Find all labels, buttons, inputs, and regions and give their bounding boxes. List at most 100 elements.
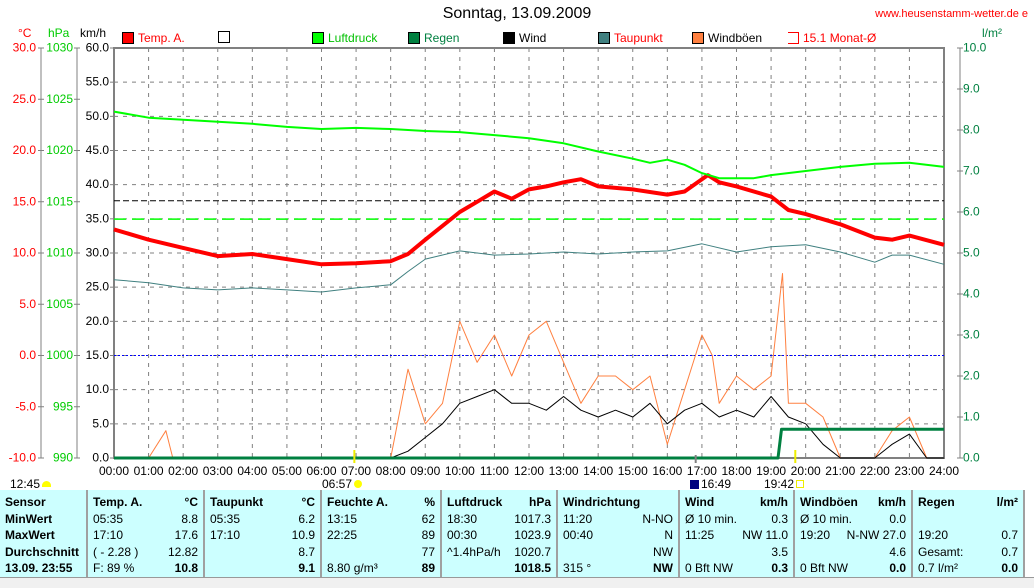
table-row: Ø 10 min. 0.3 bbox=[685, 511, 788, 528]
table-row: 19:20 0.7 bbox=[918, 527, 1018, 544]
x-tick-label: 15:00 bbox=[618, 464, 648, 478]
wind-tick-label: 0.0 bbox=[92, 451, 109, 465]
table-row: 4.6 bbox=[800, 544, 906, 561]
legend-item: Taupunkt bbox=[598, 31, 663, 45]
website-link[interactable]: www.heusenstamm-wetter.de e bbox=[875, 8, 1028, 20]
cell-label: 8.80 g/m³ bbox=[327, 561, 378, 575]
moon-icon bbox=[42, 481, 52, 487]
x-tick-label: 13:00 bbox=[549, 464, 579, 478]
cell-value: 10.9 bbox=[291, 528, 315, 542]
cell-value: 10.8 bbox=[174, 561, 198, 575]
series-wind bbox=[114, 389, 944, 459]
wind-tick-label: 30.0 bbox=[86, 246, 110, 260]
temp-tick-label: 10.0 bbox=[13, 246, 37, 260]
table-row: 0 Bft NW 0.0 bbox=[800, 560, 906, 577]
cell-label: 19:20 bbox=[918, 528, 949, 542]
cell-value: N-NW 27.0 bbox=[846, 528, 906, 542]
series-luftdruck bbox=[113, 110, 945, 180]
sun-icon bbox=[354, 480, 363, 488]
x-tick-label: 16:00 bbox=[652, 464, 682, 478]
pressure-tick-label: 1010 bbox=[46, 246, 73, 260]
rain-tick-label: 2.0 bbox=[963, 369, 980, 383]
cell-label: 11:20 bbox=[563, 511, 593, 526]
column-header: Temp. A. bbox=[93, 495, 143, 509]
x-tick-label: 20:00 bbox=[791, 464, 821, 478]
cell-value: 0.0 bbox=[889, 561, 906, 575]
pressure-tick-label: 1005 bbox=[46, 297, 73, 311]
column-feuchte-a: Feuchte A.% 13:15 62 22:25 89 77 8.80 g/m³ 89 bbox=[322, 490, 442, 577]
legend-label: Luftdruck bbox=[328, 31, 378, 45]
legend-label: Regen bbox=[424, 31, 460, 45]
table-row: 00:40 N bbox=[563, 527, 673, 544]
column-unit: km/h bbox=[759, 495, 788, 509]
legend-item: Windböen bbox=[692, 31, 762, 45]
row-label: MaxWert bbox=[5, 528, 55, 542]
table-row: 19:20 N-NW 27.0 bbox=[800, 527, 906, 544]
temp-tick-label: 15.0 bbox=[13, 194, 37, 208]
wind-unit-label: km/h bbox=[80, 26, 107, 40]
chart-title: Sonntag, 13.09.2009 bbox=[442, 5, 592, 22]
table-row: NW bbox=[563, 544, 673, 561]
x-tick-label: 23:00 bbox=[894, 464, 924, 478]
cell-label: 05:35 bbox=[93, 511, 124, 526]
cell-label: 315 ° bbox=[563, 561, 592, 575]
wind-tick-label: 55.0 bbox=[86, 75, 110, 89]
column-luftdruck: Luftdruck hPa 18:30 1017.3 00:30 1023.9 ^1.4hP… bbox=[442, 490, 558, 577]
table-row: 8.7 bbox=[210, 544, 315, 561]
column-header: Taupunkt bbox=[210, 495, 264, 509]
cell-value: 89 bbox=[421, 561, 435, 575]
legend-swatch bbox=[312, 32, 324, 44]
table-row: 11:20 N-NO bbox=[563, 511, 673, 528]
cell-label: F: 89 % bbox=[93, 561, 135, 575]
column-windrichtung: Windrichtung 11:20 N-NO 00:40 N NW 315 ° NW bbox=[558, 490, 680, 577]
cell-value: 8.8 bbox=[181, 511, 198, 526]
wind-tick-label: 50.0 bbox=[86, 109, 110, 123]
row-label: Durchschnitt bbox=[5, 544, 80, 559]
wind-tick-label: 15.0 bbox=[86, 348, 110, 362]
rain-tick-label: 6.0 bbox=[963, 205, 980, 219]
x-tick-label: 02:00 bbox=[168, 464, 198, 478]
cell-value: 89 bbox=[421, 528, 435, 542]
pressure-tick-label: 1025 bbox=[46, 92, 73, 106]
rain-unit-label: l/m² bbox=[982, 26, 1002, 40]
x-tick-label: 11:00 bbox=[480, 464, 509, 478]
cell-label: 0.7 l/m² bbox=[918, 561, 959, 575]
rain-tick-label: 1.0 bbox=[963, 410, 980, 424]
column-unit: % bbox=[424, 495, 435, 509]
cell-label: Ø 10 min. bbox=[685, 511, 738, 526]
column-taupunkt: Taupunkt °C 05:35 6.2 17:10 10.9 8.7 9.1 bbox=[205, 490, 322, 577]
rain-tick-label: 4.0 bbox=[963, 287, 980, 301]
cell-value: 1017.3 bbox=[514, 511, 551, 526]
pressure-tick-label: 1000 bbox=[46, 348, 73, 362]
sunrise-time: 06:57 bbox=[322, 477, 353, 491]
column-header: Luftdruck bbox=[447, 495, 503, 509]
cell-value: 8.7 bbox=[298, 544, 315, 559]
table-row: 0.7 l/m² 0.0 bbox=[918, 560, 1018, 577]
table-row: 17:10 10.9 bbox=[210, 527, 315, 544]
cell-label: 11:25 bbox=[685, 528, 715, 542]
column-wind: Wind km/h Ø 10 min. 0.3 11:25 NW 11.0 3.5 0 Bft… bbox=[680, 490, 795, 577]
cell-value: 17.6 bbox=[174, 528, 198, 542]
legend-item: Wind bbox=[503, 31, 546, 45]
rain-tick-label: 8.0 bbox=[963, 123, 980, 137]
series-windböen bbox=[114, 273, 944, 459]
cell-label: 17:10 bbox=[93, 528, 124, 542]
legend-swatch bbox=[408, 32, 420, 44]
table-row: 8.80 g/m³ 89 bbox=[327, 560, 435, 577]
legend-swatch bbox=[122, 32, 134, 44]
moonset-time: 16:49 bbox=[701, 477, 732, 491]
cell-label: Ø 10 min. bbox=[800, 511, 853, 526]
wind-tick-label: 25.0 bbox=[86, 280, 110, 294]
legend-item: Temp. A. bbox=[122, 31, 185, 45]
cell-value: 0.3 bbox=[771, 561, 788, 575]
cell-value: N bbox=[664, 528, 673, 542]
cell-value: 1020.7 bbox=[514, 544, 551, 559]
wind-tick-label: 10.0 bbox=[86, 382, 110, 396]
legend-label: Taupunkt bbox=[614, 31, 663, 45]
table-row: Ø 10 min. 0.0 bbox=[800, 511, 906, 528]
rain-tick-label: 10.0 bbox=[963, 41, 987, 55]
wind-tick-label: 40.0 bbox=[86, 177, 110, 191]
cell-value: 62 bbox=[421, 511, 435, 526]
cell-label: Gesamt: bbox=[918, 544, 964, 559]
x-tick-label: 06:00 bbox=[306, 464, 336, 478]
